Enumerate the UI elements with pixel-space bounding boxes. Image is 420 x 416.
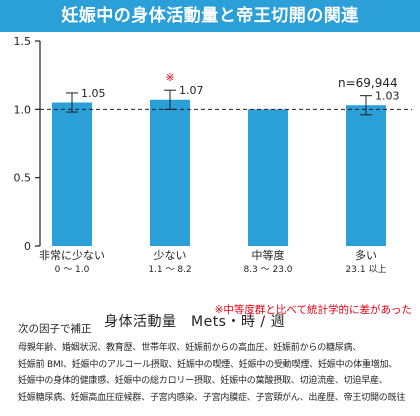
chart-title: 妊娠中の身体活動量と帝王切開の関連 (0, 0, 420, 32)
y-tick-label: 0 (24, 240, 31, 253)
data-label: 1.07 (179, 84, 204, 97)
y-tick-label: 1.5 (14, 35, 32, 48)
x-category-label: 非常に少ない (39, 249, 105, 262)
x-category-label: 少ない (154, 249, 187, 262)
bar (52, 102, 92, 246)
bar (346, 105, 386, 246)
x-category-label: 中等度 (252, 248, 285, 262)
chart-area: 0 0.5 1.0 1.5 1.05 1.07 ※ 1.03 非常に少ない 0 〜 1.0 少ない 1… (0, 32, 420, 330)
x-category-range: 8.3 〜 23.0 (243, 265, 292, 275)
x-category-range: 23.1 以上 (346, 264, 387, 275)
bar (150, 99, 190, 247)
bar-chart: 0 0.5 1.0 1.5 1.05 1.07 ※ 1.03 非常に少ない 0 〜 1.0 少ない 1… (14, 35, 412, 275)
significance-footnote: ※中等度群と比べて統計学的に差があった (214, 304, 412, 316)
adjustment-line-4: 妊娠糖尿病、妊娠高血圧症候群、子宮内感染、子宮内膜症、子宮頸がん、出産歴、帝王切… (18, 392, 406, 403)
x-category-label: 多い (355, 248, 377, 262)
adjustment-line-3: 妊娠中の身体的健康感、妊娠中の総カロリー摂取、妊娠中の葉酸摂取、切迫流産、切迫早… (18, 376, 388, 386)
adjustment-line-1: 母親年齢、婚姻状況、教育歴、世帯年収、妊娠前からの高血圧、妊娠前からの糖尿病、 (18, 343, 362, 353)
x-axis-title: 身体活動量 Mets・時 / 週 (104, 314, 286, 330)
x-category-range: 0 〜 1.0 (55, 265, 90, 275)
y-tick-label: 1.0 (14, 103, 32, 116)
x-category-range: 1.1 〜 8.2 (148, 265, 191, 275)
data-label: 1.03 (375, 90, 400, 103)
significance-marker: ※ (165, 71, 174, 84)
bar (248, 109, 288, 246)
sample-size: n=69,944 (338, 76, 398, 90)
adjustment-factors: 母親年齢、婚姻状況、教育歴、世帯年収、妊娠前からの高血圧、妊娠前からの糖尿病、 … (18, 340, 418, 406)
adjustment-line-2: 妊娠前 BMI、妊娠中のアルコール摂取、妊娠中の喫煙、妊娠中の受動喫煙、妊娠中の… (18, 359, 398, 370)
adjustment-heading: 次の因子で補正 (18, 323, 92, 335)
data-label: 1.05 (81, 87, 106, 100)
y-tick-label: 0.5 (14, 172, 32, 185)
